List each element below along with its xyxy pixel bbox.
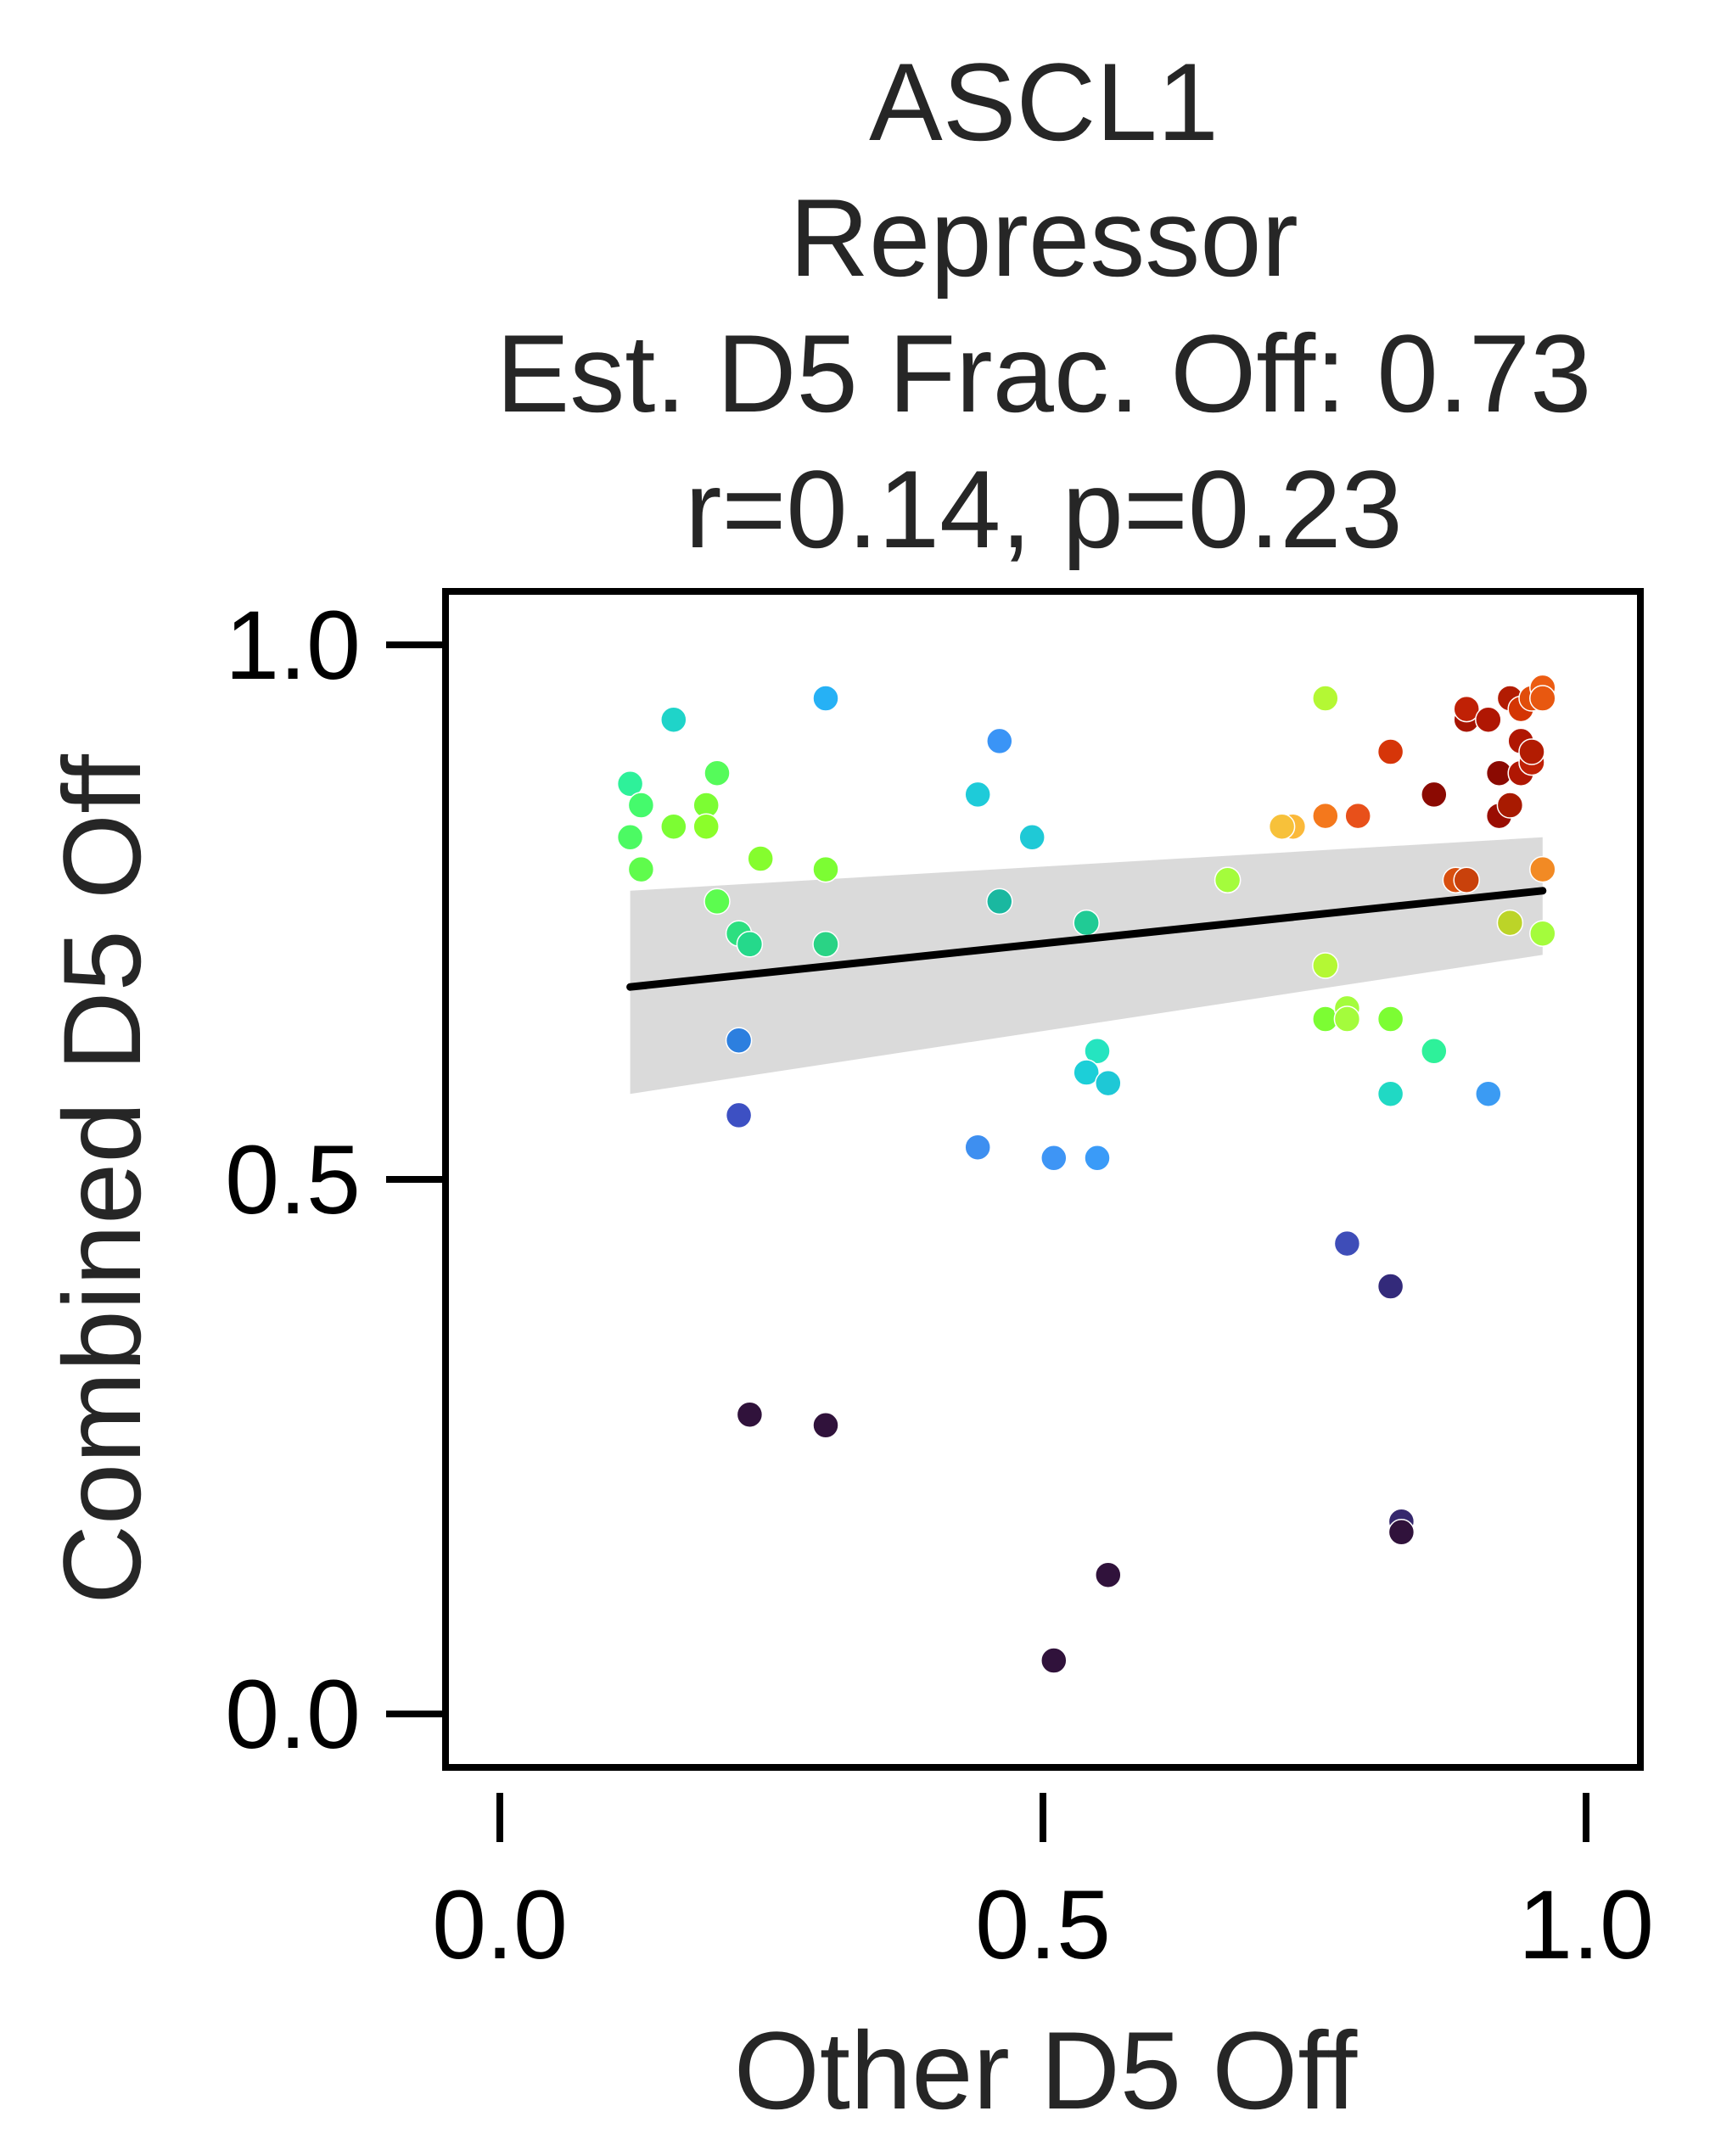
- data-point: [627, 792, 655, 819]
- data-point: [1496, 909, 1524, 937]
- data-point: [1421, 781, 1448, 809]
- title-line-2: Repressor: [789, 176, 1298, 300]
- data-point: [1018, 824, 1045, 851]
- y-tick-label: 0.0: [225, 1660, 361, 1769]
- y-axis-ticks: 0.0 0.5 1.0: [225, 591, 446, 1769]
- data-point: [1529, 685, 1556, 712]
- y-tick-label: 1.0: [225, 591, 361, 700]
- data-point: [1312, 802, 1339, 830]
- x-axis-label: Other D5 Off: [734, 2008, 1358, 2132]
- data-point: [1376, 1005, 1404, 1033]
- data-point: [1376, 1080, 1404, 1107]
- title-line-1: ASCL1: [869, 40, 1219, 164]
- data-point: [704, 888, 731, 916]
- data-point: [812, 1412, 839, 1439]
- plot-frame: [442, 588, 1644, 1771]
- data-point: [1496, 792, 1524, 819]
- data-point: [616, 770, 644, 798]
- data-point: [1333, 1005, 1361, 1033]
- x-axis-ticks: 0.0 0.5 1.0: [432, 1793, 1654, 1980]
- data-point: [1387, 1519, 1415, 1546]
- title-line-4: r=0.14, p=0.23: [685, 447, 1403, 571]
- data-point: [1084, 1145, 1111, 1172]
- x-tick-label: 1.0: [1518, 1871, 1654, 1980]
- data-point: [747, 845, 774, 872]
- data-point: [660, 706, 687, 733]
- data-point: [1073, 1059, 1100, 1086]
- data-point: [1475, 706, 1502, 733]
- data-point: [1333, 1229, 1361, 1257]
- data-point: [1214, 866, 1242, 893]
- y-tick-label: 0.5: [225, 1126, 361, 1235]
- data-points-layer: [616, 674, 1556, 1674]
- data-point: [627, 855, 655, 883]
- confidence-band-layer: [630, 837, 1543, 1095]
- data-point: [1529, 920, 1556, 947]
- data-point: [1040, 1145, 1068, 1172]
- data-point: [1095, 1561, 1122, 1588]
- regression-line-layer: [626, 887, 1547, 991]
- data-point: [964, 1134, 991, 1161]
- title-line-3: Est. D5 Frac. Off: 0.73: [496, 311, 1592, 435]
- data-point: [736, 931, 764, 958]
- data-point: [1453, 695, 1480, 723]
- data-point: [692, 813, 720, 840]
- data-point: [812, 855, 839, 883]
- data-point: [1268, 813, 1296, 840]
- data-point: [725, 1027, 753, 1054]
- chart-title: ASCL1 Repressor Est. D5 Frac. Off: 0.73 …: [496, 40, 1592, 571]
- data-point: [736, 1401, 764, 1428]
- data-point: [812, 685, 839, 712]
- data-point: [1344, 802, 1371, 830]
- data-point: [1040, 1647, 1068, 1674]
- data-point: [1084, 1038, 1111, 1065]
- data-point: [964, 781, 991, 809]
- data-point: [1073, 909, 1100, 937]
- data-point: [1453, 866, 1480, 893]
- data-point: [725, 1101, 753, 1129]
- x-tick-label: 0.0: [432, 1871, 568, 1980]
- data-point: [1095, 1069, 1122, 1097]
- regression-line: [626, 887, 1547, 991]
- data-point: [1518, 738, 1545, 765]
- data-point: [1529, 855, 1556, 883]
- data-point: [986, 727, 1013, 755]
- data-point: [1376, 738, 1404, 765]
- data-point: [1312, 685, 1339, 712]
- data-point: [1475, 1080, 1502, 1107]
- y-axis-label: Combined D5 Off: [40, 753, 164, 1604]
- data-point: [986, 888, 1013, 916]
- data-point: [616, 824, 644, 851]
- x-tick-label: 0.5: [975, 1871, 1111, 1980]
- confidence-band: [630, 837, 1543, 1095]
- data-point: [1421, 1038, 1448, 1065]
- data-point: [704, 759, 731, 787]
- data-point: [1312, 952, 1339, 979]
- data-point: [660, 813, 687, 840]
- data-point: [812, 931, 839, 958]
- data-point: [1376, 1273, 1404, 1300]
